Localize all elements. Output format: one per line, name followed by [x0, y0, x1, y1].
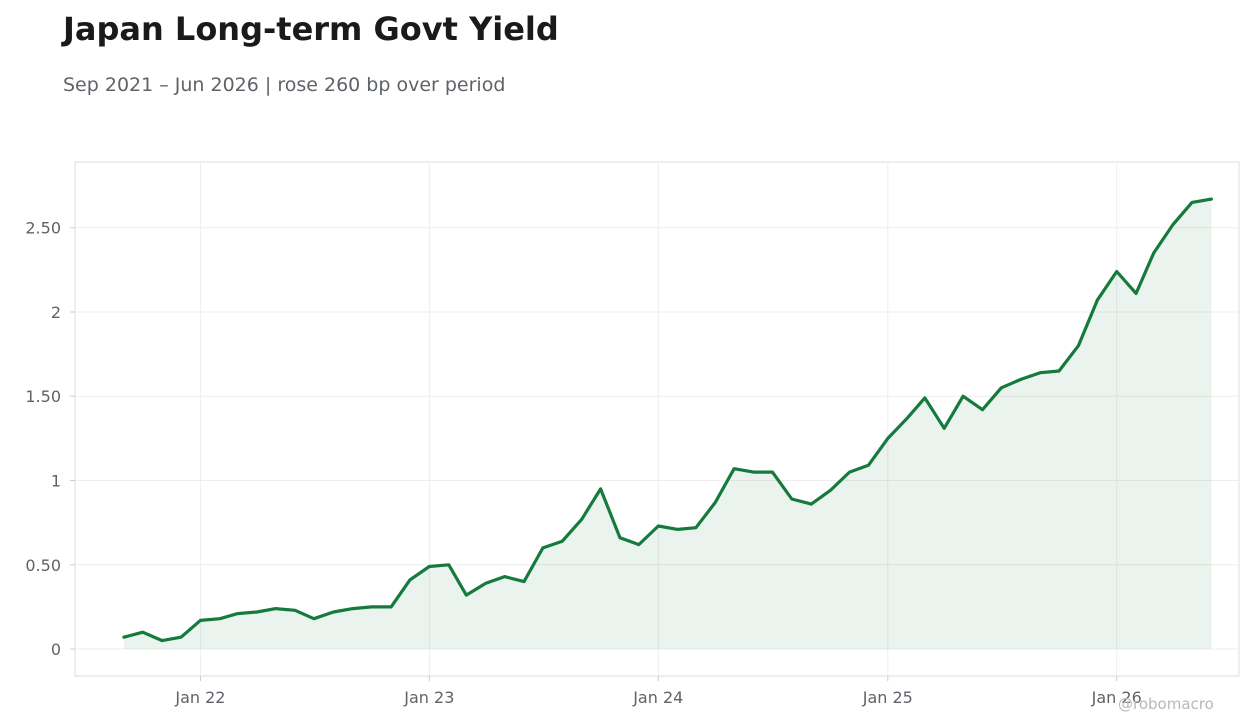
x-tick-label: Jan 25	[862, 688, 913, 707]
data-point	[484, 582, 487, 585]
data-point	[923, 396, 926, 400]
series-area	[123, 199, 1212, 649]
data-point	[370, 605, 373, 609]
x-tick-label: Jan 22	[174, 688, 225, 707]
data-point	[867, 464, 870, 467]
data-point	[810, 502, 813, 506]
data-point	[828, 489, 832, 492]
y-tick-label: 0.50	[25, 556, 61, 575]
data-point	[255, 610, 259, 614]
plot-frame	[74, 161, 1240, 677]
data-point	[199, 619, 202, 622]
data-point	[503, 575, 506, 578]
chart-subtitle: Sep 2021 – Jun 2026 | rose 260 bp over p…	[63, 74, 506, 96]
data-point	[637, 543, 640, 546]
data-point	[732, 467, 736, 470]
data-point	[351, 607, 354, 610]
axis-layer: 0 0.50 1 1.50 2 2.50 Jan 22 Jan 23 Jan 24 Jan 25 J…	[25, 219, 1141, 707]
data-point	[1115, 270, 1118, 273]
data-point	[465, 593, 468, 597]
data-point	[141, 631, 144, 634]
data-point	[752, 470, 755, 474]
y-tick-label: 1	[51, 472, 61, 491]
data-point	[332, 610, 335, 614]
data-point	[312, 617, 316, 620]
data-point	[981, 408, 984, 411]
chart-title: Japan Long-term Govt Yield	[63, 10, 559, 48]
data-point	[694, 526, 698, 529]
series-line	[122, 197, 1213, 643]
data-point	[122, 636, 126, 639]
data-point	[161, 639, 164, 642]
data-point	[1077, 344, 1080, 347]
data-point	[618, 536, 622, 539]
data-point	[428, 565, 431, 568]
y-tick-label: 1.50	[25, 387, 61, 406]
data-point	[1000, 386, 1003, 389]
data-point	[790, 497, 793, 501]
data-point	[599, 487, 602, 491]
data-point	[580, 518, 583, 521]
data-point	[389, 605, 393, 609]
data-point	[274, 607, 277, 610]
y-tick-label: 2.50	[25, 219, 61, 238]
x-tick-label: Jan 26	[1091, 688, 1142, 707]
data-point	[1057, 369, 1061, 373]
data-point	[1096, 299, 1099, 302]
data-point	[293, 609, 297, 612]
data-point	[1171, 223, 1175, 226]
data-point	[886, 437, 889, 440]
data-point	[447, 563, 450, 566]
data-point	[1210, 197, 1213, 201]
data-point	[848, 470, 851, 474]
data-point	[1039, 371, 1042, 374]
data-point	[657, 524, 660, 528]
grid-layer	[75, 162, 1239, 676]
data-point	[1134, 292, 1138, 295]
data-point	[561, 540, 564, 543]
x-tick-label: Jan 24	[632, 688, 683, 707]
x-tick-label: Jan 23	[403, 688, 454, 707]
data-point	[1019, 378, 1022, 381]
data-point	[714, 501, 717, 504]
data-point	[961, 395, 965, 398]
data-point	[771, 470, 774, 474]
data-point	[218, 617, 222, 620]
data-point	[236, 612, 239, 615]
data-point	[408, 578, 412, 582]
data-point	[906, 417, 909, 420]
data-point	[522, 580, 526, 583]
data-point	[541, 546, 545, 550]
data-point	[943, 427, 946, 430]
data-point	[179, 636, 183, 639]
data-point	[1190, 201, 1194, 204]
watermark: @robomacro	[1118, 695, 1214, 713]
data-point	[1152, 251, 1155, 255]
series-layer	[122, 197, 1213, 649]
y-tick-label: 0	[51, 640, 61, 659]
data-point	[676, 528, 679, 531]
y-tick-label: 2	[51, 303, 61, 322]
